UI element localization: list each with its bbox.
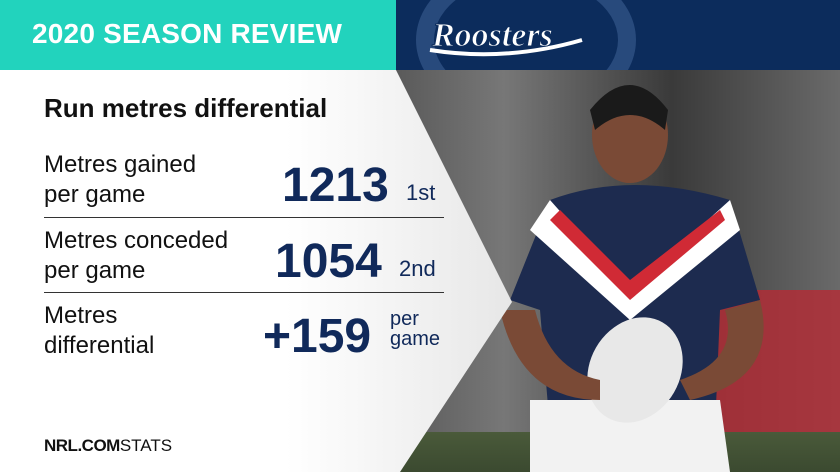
section-title: Run metres differential (44, 93, 328, 123)
stat-label: Metres gained per game (44, 151, 197, 208)
stat-value: +159 (263, 310, 372, 363)
stat-rank: 2nd (399, 256, 436, 281)
stat-value: 1054 (275, 235, 382, 288)
stat-value: 1213 (282, 159, 389, 212)
header-banner: 2020 SEASON REVIEW (0, 0, 396, 70)
stat-rank: per game (390, 308, 441, 350)
header-title: 2020 SEASON REVIEW (32, 18, 343, 49)
player-photo (500, 85, 764, 472)
roosters-logo: Roosters (429, 17, 583, 57)
team-banner: Roosters (396, 0, 840, 70)
stat-rank: 1st (406, 180, 436, 205)
divider (44, 292, 444, 293)
stats-panel (0, 70, 512, 472)
divider (44, 217, 444, 218)
swoosh-decoration (416, 0, 636, 70)
stat-label: Metres differential (44, 302, 155, 359)
stat-row-metres-conceded: Metres conceded per game 1054 2nd (44, 226, 444, 300)
nrl-stats-logo: NRL.COMSTATS (44, 436, 173, 455)
stat-row-metres-gained: Metres gained per game 1213 1st (44, 150, 444, 224)
svg-text:Roosters: Roosters (431, 17, 553, 54)
stat-row-metres-differential: Metres differential +159 per game (44, 301, 444, 375)
stat-label: Metres conceded per game (44, 227, 229, 284)
